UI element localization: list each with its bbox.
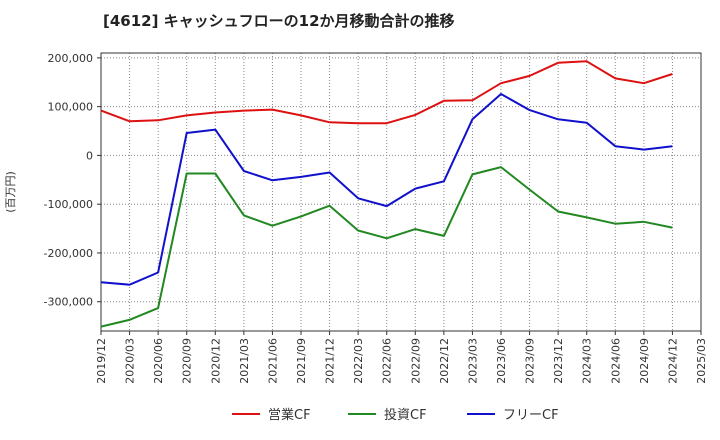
x-tick-label: 2024/03 bbox=[581, 338, 594, 384]
x-tick-label: 2022/03 bbox=[352, 338, 365, 384]
legend-label: フリーCF bbox=[503, 408, 559, 423]
plot-border bbox=[100, 52, 702, 332]
series-line bbox=[100, 166, 673, 328]
y-tick-label: 200,000 bbox=[48, 52, 94, 65]
chart-title: [4612] キャッシュフローの12か月移動合計の推移 bbox=[103, 12, 455, 30]
x-tick-label: 2021/12 bbox=[324, 338, 337, 384]
y-tick-label: -200,000 bbox=[44, 247, 93, 260]
x-tick-label: 2021/03 bbox=[238, 338, 251, 384]
x-tick-label: 2020/03 bbox=[124, 338, 137, 384]
x-tick-label: 2023/09 bbox=[524, 338, 537, 384]
y-tick-label: -100,000 bbox=[44, 198, 93, 211]
series-group bbox=[100, 60, 673, 328]
x-tick-label: 2025/03 bbox=[695, 338, 708, 384]
y-axis: 200,000 100,000 0 -100,000 -200,000 -300,000 bbox=[44, 52, 101, 309]
x-tick-label: 2021/09 bbox=[295, 338, 308, 384]
x-tick-label: 2023/12 bbox=[552, 338, 565, 384]
y-axis-title: (百万円) bbox=[4, 171, 17, 213]
x-tick-label: 2023/03 bbox=[466, 338, 479, 384]
y-tick-label: 100,000 bbox=[48, 101, 94, 114]
x-tick-label: 2024/06 bbox=[609, 338, 622, 384]
x-tick-label: 2023/06 bbox=[495, 338, 508, 384]
y-tick-label: -300,000 bbox=[44, 296, 93, 309]
x-axis: 2019/12 2020/03 2020/06 2020/09 2020/12 2021/… bbox=[95, 331, 708, 384]
legend: 営業CF 投資CF フリーCF bbox=[232, 407, 559, 423]
x-tick-label: 2022/06 bbox=[381, 338, 394, 384]
plot-area bbox=[101, 53, 701, 331]
legend-label: 投資CF bbox=[384, 407, 427, 423]
x-tick-label: 2022/12 bbox=[438, 338, 451, 384]
x-tick-label: 2021/06 bbox=[266, 338, 279, 384]
x-tick-label: 2024/09 bbox=[638, 338, 651, 384]
x-tick-label: 2024/12 bbox=[666, 338, 679, 384]
series-line bbox=[100, 60, 673, 125]
series-line bbox=[100, 93, 673, 286]
x-tick-label: 2019/12 bbox=[95, 338, 108, 384]
x-tick-label: 2020/06 bbox=[152, 338, 165, 384]
y-tick-label: 0 bbox=[86, 149, 93, 162]
x-tick-label: 2020/09 bbox=[181, 338, 194, 384]
grid bbox=[101, 53, 701, 331]
legend-label: 営業CF bbox=[268, 407, 311, 423]
x-tick-label: 2020/12 bbox=[209, 338, 222, 384]
x-tick-label: 2022/09 bbox=[409, 338, 422, 384]
